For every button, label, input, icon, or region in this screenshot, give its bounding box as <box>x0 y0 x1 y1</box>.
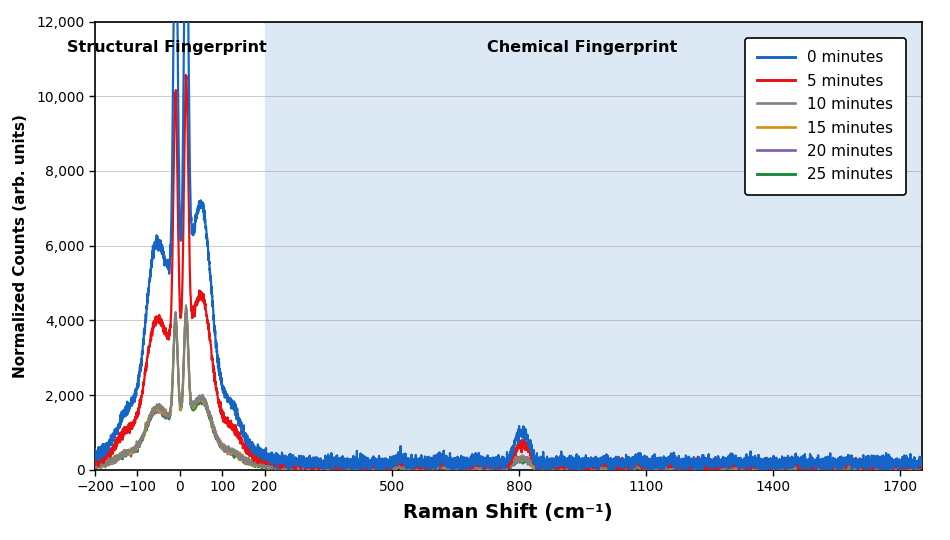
0 minutes <box>770 461 781 468</box>
20 minutes <box>585 464 597 471</box>
20 minutes <box>406 462 417 468</box>
10 minutes <box>770 465 781 471</box>
15 minutes <box>770 465 781 472</box>
20 minutes <box>239 456 251 463</box>
5 minutes <box>706 465 717 472</box>
10 minutes <box>406 465 417 472</box>
0 minutes <box>239 433 251 440</box>
Y-axis label: Normalized Counts (arb. units): Normalized Counts (arb. units) <box>13 114 28 377</box>
15 minutes <box>89 461 101 467</box>
X-axis label: Raman Shift (cm⁻¹): Raman Shift (cm⁻¹) <box>404 503 613 522</box>
5 minutes <box>239 446 251 453</box>
0 minutes <box>585 454 597 461</box>
15 minutes <box>277 467 289 473</box>
5 minutes <box>627 455 638 461</box>
0 minutes <box>406 461 417 467</box>
5 minutes <box>89 454 101 461</box>
10 minutes <box>916 464 927 471</box>
10 minutes <box>706 463 717 469</box>
Line: 0 minutes: 0 minutes <box>95 0 922 470</box>
25 minutes <box>89 461 101 468</box>
Line: 25 minutes: 25 minutes <box>95 313 922 470</box>
15 minutes <box>180 305 192 312</box>
20 minutes <box>180 308 192 314</box>
25 minutes <box>180 310 192 316</box>
25 minutes <box>770 467 781 473</box>
15 minutes <box>406 464 417 470</box>
5 minutes <box>916 461 927 468</box>
0 minutes <box>283 467 294 473</box>
Text: Structural Fingerprint: Structural Fingerprint <box>67 40 267 55</box>
10 minutes <box>180 302 192 308</box>
0 minutes <box>706 458 717 465</box>
20 minutes <box>706 467 717 473</box>
5 minutes <box>180 72 192 78</box>
20 minutes <box>290 467 301 473</box>
15 minutes <box>239 457 251 463</box>
25 minutes <box>276 467 288 473</box>
Text: Chemical Fingerprint: Chemical Fingerprint <box>487 40 677 55</box>
10 minutes <box>239 458 251 464</box>
Line: 10 minutes: 10 minutes <box>95 305 922 470</box>
25 minutes <box>406 462 417 469</box>
20 minutes <box>916 464 927 471</box>
25 minutes <box>916 464 927 470</box>
15 minutes <box>627 465 638 471</box>
Line: 15 minutes: 15 minutes <box>95 308 922 470</box>
Line: 5 minutes: 5 minutes <box>95 75 922 470</box>
Legend: 0 minutes, 5 minutes, 10 minutes, 15 minutes, 20 minutes, 25 minutes: 0 minutes, 5 minutes, 10 minutes, 15 min… <box>745 38 905 194</box>
20 minutes <box>89 464 101 470</box>
0 minutes <box>627 465 638 471</box>
25 minutes <box>706 462 717 468</box>
15 minutes <box>585 463 597 469</box>
Bar <box>264 22 950 470</box>
25 minutes <box>627 463 638 469</box>
0 minutes <box>916 462 927 469</box>
5 minutes <box>406 462 417 469</box>
Line: 20 minutes: 20 minutes <box>95 311 922 470</box>
15 minutes <box>706 463 717 470</box>
25 minutes <box>585 464 597 470</box>
0 minutes <box>89 447 101 453</box>
10 minutes <box>89 462 101 468</box>
5 minutes <box>770 461 781 467</box>
25 minutes <box>239 456 251 463</box>
5 minutes <box>290 467 301 473</box>
5 minutes <box>585 461 597 468</box>
15 minutes <box>916 467 927 473</box>
10 minutes <box>627 462 638 468</box>
20 minutes <box>627 462 638 469</box>
10 minutes <box>585 464 597 470</box>
10 minutes <box>327 467 338 473</box>
20 minutes <box>770 462 781 469</box>
